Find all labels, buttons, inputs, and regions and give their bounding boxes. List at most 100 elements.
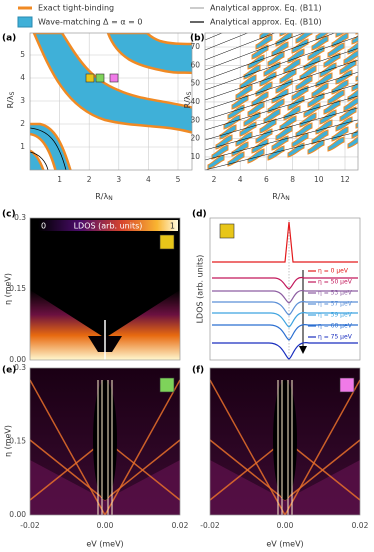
y-axis-label: η (meV) [4,425,13,457]
ldos-curve [212,289,358,304]
x-tick-label: 0.02 [172,521,189,530]
marker [219,223,235,239]
heatmap-line [210,439,286,501]
y-tick-label: 3 [20,96,25,105]
region [355,122,358,129]
curve-label: η = 53 μeV [318,290,353,297]
region [364,47,374,61]
heatmap-region [273,380,297,500]
region [291,85,309,101]
curve-label: η = 50 μeV [318,279,353,286]
colorbar-title: LDOS (arb. units) [74,222,143,231]
region [30,149,45,170]
analytic-curve [205,107,358,151]
analytic-curve [205,33,305,71]
region [247,54,265,70]
frame [204,32,359,171]
y-tick-label: 0.15 [9,437,26,446]
region [291,38,309,54]
analytic-curve [205,33,276,61]
region [364,94,374,108]
analytic-curve [30,151,49,170]
frame [209,217,361,361]
region [331,33,349,48]
heatmap-line [30,439,106,501]
region [323,52,341,68]
region [327,42,345,58]
region [360,104,374,118]
region [247,148,265,164]
region [360,10,374,24]
y-tick-label: 4 [20,73,25,82]
y-tick-label: 0.3 [14,363,26,372]
region [287,95,305,111]
region [327,89,345,105]
x-tick-label: 0.00 [97,521,114,530]
marker [159,234,175,250]
region [219,124,237,140]
region [251,44,269,60]
marker [95,73,105,83]
region [343,97,358,112]
region [275,125,293,141]
region [279,33,288,37]
y-axis-label: R/λS [6,91,16,108]
region [267,51,285,67]
region [335,33,345,38]
curve-label: η = 60 μeV [318,323,353,330]
region [299,65,317,81]
region [351,129,358,139]
region [279,68,297,84]
y-tick-label: 5 [20,50,25,59]
region [283,105,301,121]
legend-label: Exact tight-binding [38,4,114,13]
ldos-curve [212,301,358,316]
region [339,106,357,122]
region [283,58,301,74]
region [295,75,313,91]
region [347,42,358,55]
y-tick-label: 10 [190,152,200,161]
heatmap-region [210,460,360,515]
panel-label: (e) [2,366,16,376]
region [251,138,269,154]
region [207,154,225,170]
curve-label: η = 59 μeV [318,312,353,319]
y-axis-label: LDOS (arb. units) [196,255,205,324]
region [323,99,341,115]
region [231,141,249,157]
y-tick-label: 1 [20,142,25,151]
analytic-curve [205,95,358,141]
x-tick-label: 8 [290,175,295,184]
frame [29,217,181,361]
region [315,72,333,88]
region [347,136,358,149]
marker [85,73,95,83]
region [368,37,374,51]
heatmap-line [284,379,360,515]
region [303,102,321,118]
region [211,144,229,160]
ldos-curve [212,312,358,328]
y-tick-label: 60 [190,60,200,69]
frame [209,367,361,516]
heatmap-region [30,460,180,515]
region [247,101,265,117]
x-axis-label: eV (meV) [86,540,123,549]
region [227,151,245,167]
region [263,108,281,124]
region [307,92,325,108]
region [340,13,356,27]
x-axis-label: R/λN [272,192,290,202]
heatmap-line [104,379,180,515]
frame [29,367,181,516]
region [355,75,358,82]
marker [109,73,119,83]
ldos-curve [212,324,358,341]
y-tick-label: 50 [190,79,200,88]
region [106,33,192,75]
region [251,91,269,107]
y-tick-label: 40 [190,97,200,106]
y-tick-label: 2 [20,119,25,128]
